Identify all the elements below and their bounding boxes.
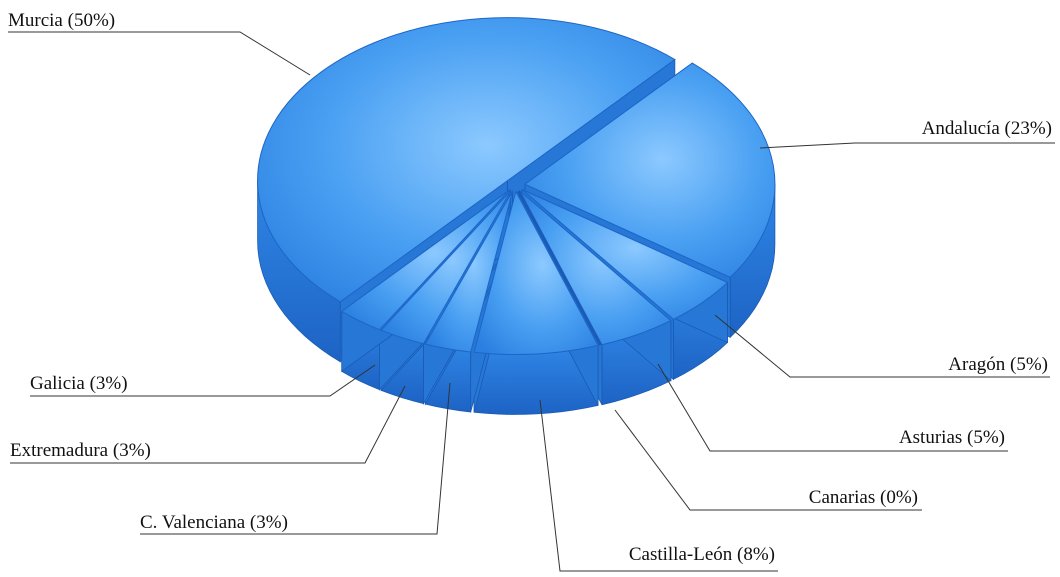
slice-label: Galicia (3%) <box>30 373 128 394</box>
leader-line <box>614 409 922 511</box>
slice-label: Asturias (5%) <box>899 427 1005 448</box>
pie-slice <box>523 62 776 278</box>
pie-labels: Murcia (50%) Andalucía (23%) Aragón (5%) As… <box>8 10 1055 572</box>
slice-label: C. Valenciana (3%) <box>140 512 288 533</box>
slice-label: Castilla-León (8%) <box>629 544 775 565</box>
pie-slice <box>257 17 676 303</box>
leader-line <box>657 363 1008 452</box>
slice-label: Andalucía (23%) <box>922 118 1052 139</box>
pie-slice <box>521 189 729 320</box>
leader-line <box>140 382 451 535</box>
pie-slice <box>424 191 513 353</box>
leader-line <box>8 31 311 76</box>
pie-tops <box>257 17 776 355</box>
slice-label: Canarias (0%) <box>809 487 918 508</box>
slice-label: Murcia (50%) <box>8 10 115 31</box>
pie-slice <box>380 190 512 345</box>
pie-slice <box>516 190 602 346</box>
leader-line <box>10 385 406 464</box>
leader-line <box>539 399 778 572</box>
pie-slice <box>473 190 599 355</box>
pie-slice <box>340 189 510 331</box>
slice-label: Extremadura (3%) <box>10 440 151 461</box>
leader-line <box>714 314 1050 378</box>
leader-line <box>30 364 376 397</box>
leader-line <box>759 142 1055 149</box>
slice-label: Aragón (5%) <box>948 354 1048 375</box>
pie-slice <box>519 190 672 346</box>
